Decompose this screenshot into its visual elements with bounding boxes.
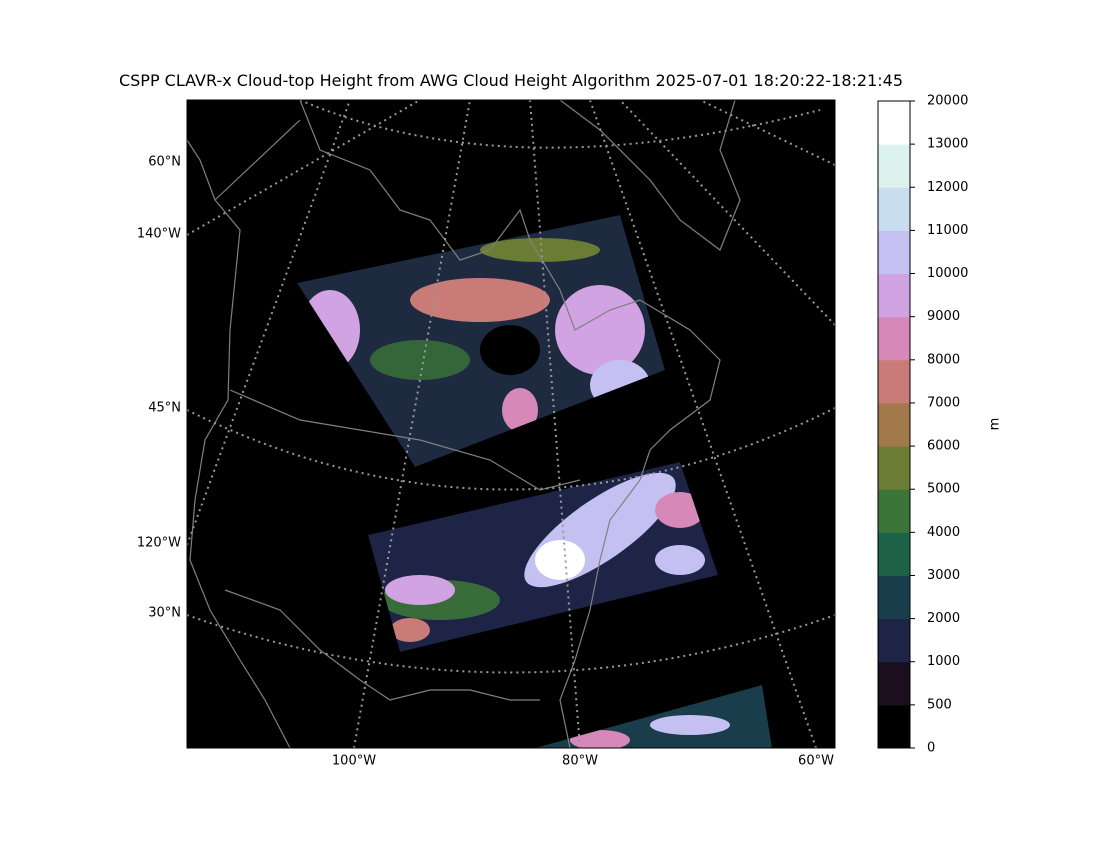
colorbar-segment	[878, 359, 910, 404]
colorbar-segment	[878, 316, 910, 361]
colorbar-tick-label: 12000	[927, 180, 968, 195]
colorbar-tick-label: 13000	[927, 137, 968, 152]
axis-label: 100°W	[332, 754, 376, 769]
lat-lon-labels: 60°N 140°W 45°N 120°W 30°N	[137, 155, 181, 621]
colorbar-segment	[878, 575, 910, 620]
axis-label: 120°W	[137, 536, 181, 551]
colorbar-tick-label: 7000	[927, 395, 960, 410]
map	[187, 100, 835, 748]
colorbar-tick-label: 3000	[927, 568, 960, 583]
graticule	[187, 100, 835, 748]
colorbar-segment	[878, 704, 910, 749]
colorbar-tick-label: 2000	[927, 611, 960, 626]
colorbar-segment	[878, 273, 910, 318]
colorbar-segment	[878, 144, 910, 188]
colorbar-segment	[878, 187, 910, 231]
colorbar-tick-label: 0	[927, 741, 935, 756]
colorbar-segment	[878, 661, 910, 706]
title: CSPP CLAVR-x Cloud-top Height from AWG C…	[119, 71, 903, 90]
axis-label: 60°N	[148, 155, 181, 170]
axis-label: 60°W	[798, 754, 834, 769]
colorbar-segment	[878, 489, 910, 533]
swath	[368, 462, 718, 652]
axis-label: 30°N	[148, 606, 181, 621]
colorbar-label: m	[988, 418, 1003, 431]
colorbar-tick-label: 8000	[927, 352, 960, 367]
colorbar-tick-label: 10000	[927, 266, 968, 281]
colorbar-tick-label: 9000	[927, 309, 960, 324]
colorbar-segment	[878, 532, 910, 576]
colorbar-tick-label: 11000	[927, 223, 968, 238]
colorbar-segment	[878, 446, 910, 490]
colorbar-tick-label: 4000	[927, 525, 960, 540]
colorbar-segment	[878, 402, 910, 447]
swath	[535, 685, 772, 748]
colorbar-segment	[878, 101, 910, 145]
colorbar-tick-label: 5000	[927, 482, 960, 497]
colorbar-tick-label: 500	[927, 697, 952, 712]
map-frame	[186, 99, 836, 749]
colorbar-tick-label: 1000	[927, 654, 960, 669]
lon-labels: 100°W 80°W 60°W	[332, 754, 834, 769]
axis-label: 80°W	[562, 754, 598, 769]
colorbar: 0 500 1000 2000 3000 4000 5000 6000 7000 8000 9000…	[877, 94, 968, 756]
colorbar-segment	[878, 618, 910, 663]
colorbar-tick-label: 6000	[927, 439, 960, 454]
axis-label: 140°W	[137, 227, 181, 242]
swath	[297, 215, 665, 467]
colorbar-segment	[878, 230, 910, 275]
colorbar-frame	[877, 100, 911, 749]
colorbar-tick-label: 20000	[927, 94, 968, 109]
axis-label: 45°N	[148, 401, 181, 416]
